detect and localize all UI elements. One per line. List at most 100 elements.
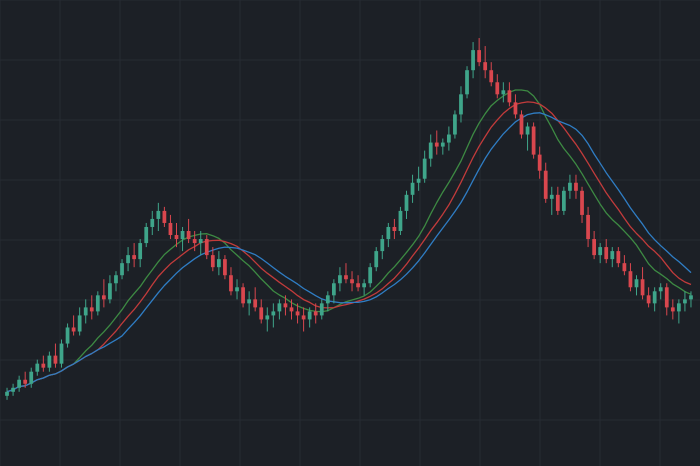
candle-body xyxy=(89,307,94,312)
candle xyxy=(483,46,488,79)
candle xyxy=(525,122,530,151)
candle xyxy=(210,247,215,272)
candle-body xyxy=(380,239,385,252)
candle-body xyxy=(568,182,572,191)
candle-body xyxy=(210,255,215,268)
candle xyxy=(283,295,288,316)
candle xyxy=(307,307,312,328)
candle-body xyxy=(331,283,336,296)
candle xyxy=(416,166,421,191)
candle-body xyxy=(108,283,112,300)
candle-body xyxy=(95,295,100,312)
candle xyxy=(507,82,512,107)
candle-body xyxy=(404,194,409,211)
candle-body xyxy=(489,70,494,83)
candle-body xyxy=(410,182,415,195)
candle xyxy=(362,279,367,296)
candle-body xyxy=(513,102,518,115)
candle xyxy=(132,243,137,268)
candle xyxy=(41,355,46,372)
candle-body xyxy=(434,142,439,147)
candle xyxy=(35,359,40,376)
candle-body xyxy=(477,50,482,63)
candle xyxy=(144,222,149,248)
candle-body xyxy=(604,247,609,260)
candle xyxy=(453,110,457,139)
candle-body xyxy=(83,307,88,316)
candle-body xyxy=(440,142,445,147)
candle xyxy=(204,235,209,260)
candle xyxy=(350,271,354,292)
candle-body xyxy=(247,299,252,304)
candle xyxy=(598,243,603,264)
candle xyxy=(338,267,342,292)
candle-body xyxy=(277,303,282,312)
candle-body xyxy=(47,355,52,368)
candle xyxy=(465,66,469,99)
candle-body xyxy=(307,311,312,320)
candle xyxy=(634,275,639,296)
candle-body xyxy=(507,90,512,103)
candle-body xyxy=(592,239,597,256)
candle xyxy=(422,150,427,183)
candle-body xyxy=(683,299,687,304)
candle xyxy=(586,206,590,248)
candle-body xyxy=(53,355,58,364)
candle-body xyxy=(186,231,191,240)
candle-body xyxy=(465,70,469,95)
candle-body xyxy=(368,267,373,284)
candle-body xyxy=(35,363,40,372)
candle xyxy=(501,82,506,103)
candle-body xyxy=(65,327,70,344)
candle xyxy=(386,222,391,248)
candle-body xyxy=(344,275,348,280)
candle-body xyxy=(313,311,318,316)
candle-body xyxy=(646,295,651,304)
candle xyxy=(126,247,130,272)
candle-body xyxy=(362,283,367,288)
candle-body xyxy=(271,311,276,316)
candle xyxy=(676,299,681,324)
candle xyxy=(580,186,584,223)
candle-body xyxy=(537,154,542,171)
candle-body xyxy=(216,259,221,268)
candle-body xyxy=(295,311,300,316)
candle xyxy=(319,299,324,320)
candle xyxy=(380,235,385,260)
candle xyxy=(17,375,22,392)
candle xyxy=(513,94,518,119)
candle xyxy=(683,291,687,312)
candle xyxy=(198,231,203,256)
candle-body xyxy=(386,226,391,240)
candle-body xyxy=(628,271,633,288)
candle xyxy=(253,287,258,312)
candle-body xyxy=(622,263,627,272)
candle xyxy=(301,307,306,332)
moving-averages xyxy=(6,89,692,393)
candle-body xyxy=(555,194,560,211)
candle xyxy=(664,283,669,316)
ma-line-mid xyxy=(6,101,692,393)
candle xyxy=(519,110,524,139)
candle-body xyxy=(283,303,288,308)
candle-body xyxy=(265,315,270,320)
candle xyxy=(398,206,403,236)
candle-body xyxy=(235,287,239,292)
candle xyxy=(495,74,500,99)
candle xyxy=(180,226,185,252)
candle xyxy=(592,231,597,260)
candle-body xyxy=(301,315,306,320)
candle xyxy=(368,263,373,288)
candle xyxy=(289,299,294,320)
candle-body xyxy=(428,142,433,159)
candle xyxy=(83,299,88,324)
candle xyxy=(265,307,270,332)
candle-body xyxy=(168,222,173,236)
candle xyxy=(71,315,76,336)
candle xyxy=(658,283,663,300)
candle-body xyxy=(174,235,179,240)
candle xyxy=(77,307,82,336)
candle xyxy=(331,279,336,304)
